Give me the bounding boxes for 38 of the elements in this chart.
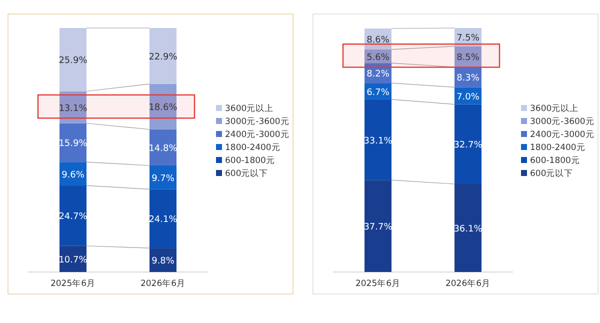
- legend-label: 600-1800元: [530, 155, 580, 166]
- legend-label: 600元以下: [530, 168, 574, 179]
- legend-label: 3600元以上: [225, 103, 274, 114]
- legend-label: 1800-2400元: [225, 142, 280, 153]
- data-label: 8.3%: [456, 74, 480, 84]
- data-label: 8.6%: [366, 35, 390, 46]
- data-label: 25.9%: [58, 56, 88, 66]
- legend-label: 2400元-3000元: [530, 129, 594, 140]
- data-label: 6.7%: [366, 88, 390, 98]
- legend-label: 600-1800元: [225, 155, 275, 166]
- legend-label: 3600元以上: [530, 103, 579, 114]
- data-label: 22.9%: [148, 52, 178, 62]
- data-label: 9.7%: [152, 174, 175, 184]
- data-label: 15.9%: [58, 139, 88, 150]
- data-label: 9.6%: [62, 170, 85, 180]
- data-label: 37.7%: [364, 222, 393, 233]
- x-tick-label: 2026年6月: [445, 278, 491, 289]
- data-label: 24.1%: [148, 215, 178, 226]
- x-tick-label: 2026年6月: [140, 278, 186, 289]
- data-label: 14.8%: [148, 144, 178, 154]
- data-label: 9.8%: [152, 256, 175, 267]
- legend-label: 3000元-3600元: [530, 116, 594, 127]
- data-label: 32.7%: [454, 140, 483, 151]
- data-label: 8.2%: [366, 70, 390, 80]
- data-label: 7.0%: [456, 92, 480, 102]
- data-label: 5.6%: [366, 52, 390, 63]
- data-label: 7.5%: [456, 34, 480, 44]
- legend-label: 1800-2400元: [530, 142, 586, 153]
- legend-label: 3000元-3600元: [225, 116, 290, 127]
- data-label: 10.7%: [58, 255, 88, 266]
- data-label: 24.7%: [58, 212, 88, 222]
- legend-label: 2400元-3000元: [225, 129, 290, 140]
- x-tick-label: 2025年6月: [50, 278, 96, 289]
- data-label: 33.1%: [364, 136, 393, 146]
- data-label: 36.1%: [454, 224, 483, 234]
- data-label: 8.5%: [456, 53, 480, 64]
- legend-label: 600元以下: [225, 168, 268, 179]
- x-tick-label: 2025年6月: [355, 278, 401, 289]
